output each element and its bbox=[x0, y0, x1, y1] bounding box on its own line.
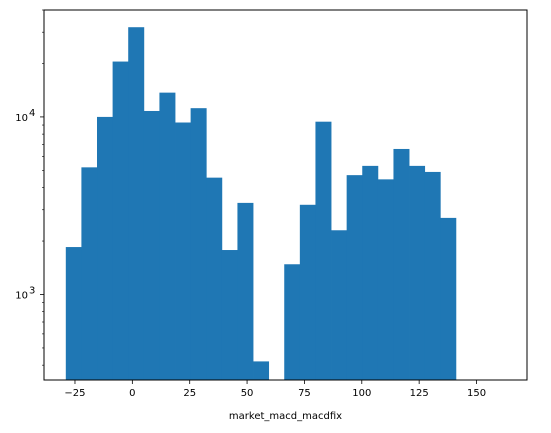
histogram-bar bbox=[299, 204, 316, 380]
x-tick-label: 0 bbox=[129, 388, 135, 399]
x-tick-label: 100 bbox=[352, 388, 371, 399]
x-axis-ticks: −25 0 25 50 75 100 125 150 bbox=[64, 380, 486, 399]
histogram-bars bbox=[65, 27, 457, 381]
histogram-bar bbox=[159, 92, 176, 381]
histogram-bar bbox=[284, 264, 301, 380]
histogram-bar bbox=[112, 61, 129, 381]
histogram-bar bbox=[65, 247, 82, 380]
histogram-bar bbox=[331, 230, 348, 380]
histogram-bar bbox=[206, 177, 223, 380]
histogram-bar bbox=[346, 175, 363, 380]
histogram-bar bbox=[409, 165, 426, 380]
histogram-bar bbox=[143, 110, 160, 380]
y-tick-label: 10 bbox=[15, 290, 28, 301]
x-tick-label: −25 bbox=[64, 388, 85, 399]
x-axis-label: market_macd_macdfix bbox=[229, 411, 342, 422]
y-tick-label-exponent: 3 bbox=[29, 285, 35, 296]
histogram-bar bbox=[315, 121, 332, 380]
histogram-bar bbox=[253, 361, 270, 380]
y-tick-label: 10 bbox=[15, 113, 28, 124]
histogram-bar bbox=[221, 250, 238, 380]
histogram-bar bbox=[393, 148, 410, 380]
histogram-bar bbox=[81, 167, 98, 380]
x-tick-label: 50 bbox=[241, 388, 254, 399]
histogram-bar bbox=[424, 171, 441, 380]
y-tick-label-exponent: 4 bbox=[29, 108, 35, 119]
histogram-bar bbox=[97, 116, 114, 380]
x-tick-label: 150 bbox=[467, 388, 486, 399]
histogram-bar bbox=[190, 108, 207, 380]
histogram-bar bbox=[175, 122, 192, 381]
plot-frame bbox=[43, 9, 528, 381]
histogram-bar bbox=[237, 202, 254, 380]
x-tick-label: 125 bbox=[410, 388, 429, 399]
histogram-bar bbox=[362, 165, 379, 380]
x-tick-label: 75 bbox=[298, 388, 311, 399]
histogram-bar bbox=[128, 27, 145, 380]
x-tick-label: 25 bbox=[183, 388, 196, 399]
histogram-bar bbox=[377, 179, 394, 380]
histogram-bar bbox=[440, 217, 457, 380]
